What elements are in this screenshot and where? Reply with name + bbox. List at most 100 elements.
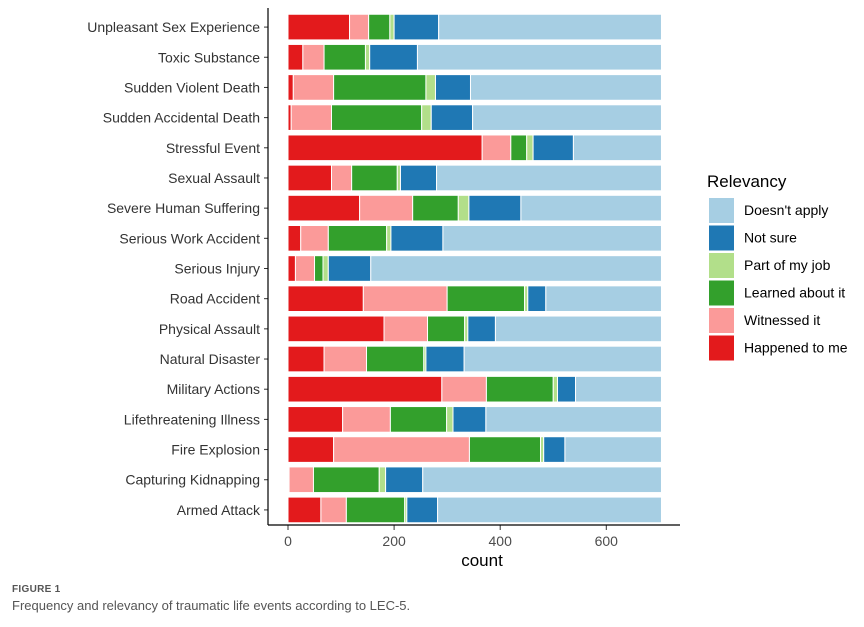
category-labels-group: Unpleasant Sex Experience Toxic Substance… <box>87 19 268 518</box>
legend-swatch <box>709 198 734 223</box>
bar-segment <box>446 285 526 313</box>
x-ticks-group: 0 200 400 600 <box>284 525 618 549</box>
bar-segment <box>331 164 353 192</box>
bar-segment <box>320 496 347 524</box>
bar-segment <box>389 406 448 433</box>
bar-segment <box>412 194 459 222</box>
bar-segment <box>494 315 662 343</box>
legend-label: Learned about it <box>744 285 845 301</box>
bar-segment <box>389 13 395 41</box>
bar-segment <box>383 315 429 343</box>
bar-segment <box>287 406 344 433</box>
bar-segment <box>430 104 474 131</box>
bar-segment <box>545 285 662 313</box>
category-label: Severe Human Suffering <box>107 200 260 216</box>
bar-segment <box>362 285 448 313</box>
bar-segment <box>287 225 302 252</box>
bar-segment <box>366 345 425 373</box>
bar-segment <box>369 43 418 71</box>
bar-segment <box>287 164 332 192</box>
x-tick-label: 200 <box>382 533 406 549</box>
x-tick-label: 0 <box>284 533 292 549</box>
bar-segment <box>425 74 436 101</box>
category-label: Toxic Substance <box>158 49 260 65</box>
bar-segment <box>472 104 662 131</box>
legend-swatch <box>709 253 734 278</box>
bar-segment <box>300 225 329 252</box>
category-label: Armed Attack <box>177 502 261 518</box>
bar-segment <box>446 406 454 433</box>
legend-swatch <box>709 225 734 251</box>
bar-segment <box>331 104 423 131</box>
bar-segment <box>287 285 364 313</box>
bar-segment <box>552 375 558 403</box>
bar-segment <box>287 194 361 222</box>
x-axis-title: count <box>461 551 503 570</box>
bar-segment <box>368 13 391 41</box>
bar-segment <box>436 164 662 192</box>
bar-segment <box>290 104 332 131</box>
bar-segment <box>469 74 662 101</box>
bar-segment <box>292 74 335 101</box>
legend-label: Doesn't apply <box>744 202 828 218</box>
bar-segment <box>287 315 385 343</box>
category-label: Physical Assault <box>159 321 260 337</box>
bar-segment <box>421 104 432 131</box>
legend-swatch <box>709 280 734 306</box>
bar-segment <box>314 255 324 282</box>
bar-segment <box>386 225 392 252</box>
bar-segment <box>399 164 438 192</box>
bar-segment <box>452 406 487 433</box>
bar-segment <box>532 134 574 162</box>
bar-segment <box>288 466 314 494</box>
bar-segment <box>359 194 414 222</box>
bar-segment <box>543 436 566 463</box>
category-label: Lifethreatening Illness <box>124 411 260 427</box>
category-label: Road Accident <box>170 291 260 307</box>
bar-segment <box>287 43 304 71</box>
bar-segment <box>556 375 577 403</box>
bar-segment <box>485 375 554 403</box>
bar-segment <box>526 134 534 162</box>
bar-segment <box>437 496 662 524</box>
bar-segment <box>287 255 296 282</box>
bar-segment <box>520 194 662 222</box>
bar-segment <box>351 164 398 192</box>
bar-segment <box>527 285 547 313</box>
bar-segment <box>287 496 322 524</box>
bar-segment <box>370 255 662 282</box>
category-label: Sudden Accidental Death <box>103 110 260 126</box>
bar-segment <box>349 13 370 41</box>
bar-segment <box>333 74 427 101</box>
bar-segment <box>390 225 444 252</box>
bar-segment <box>485 406 662 433</box>
bar-segment <box>510 134 528 162</box>
x-tick-label: 400 <box>489 533 513 549</box>
bar-segment <box>302 43 325 71</box>
bar-segment <box>287 345 325 373</box>
bar-segment <box>442 225 662 252</box>
category-label: Serious Work Accident <box>119 230 260 246</box>
bar-segment <box>287 74 294 101</box>
category-label: Natural Disaster <box>160 351 261 367</box>
category-label: Stressful Event <box>166 140 260 156</box>
bar-segment <box>385 466 424 494</box>
bar-segment <box>345 496 406 524</box>
bar-segment <box>434 74 471 101</box>
bar-segment <box>327 225 388 252</box>
bar-segment <box>327 255 372 282</box>
bar-segment <box>438 13 662 41</box>
category-label: Military Actions <box>167 381 260 397</box>
bar-segment <box>287 134 483 162</box>
legend-swatch <box>709 335 734 361</box>
bar-segment <box>342 406 391 433</box>
bar-segment <box>294 255 316 282</box>
bar-segment <box>364 43 371 71</box>
bar-segment <box>378 466 387 494</box>
bar-segment <box>463 345 662 373</box>
bar-segment <box>393 13 440 41</box>
bar-segment <box>467 315 496 343</box>
category-label: Sexual Assault <box>168 170 260 186</box>
category-label: Sudden Violent Death <box>124 79 260 95</box>
bar-segment <box>427 315 466 343</box>
